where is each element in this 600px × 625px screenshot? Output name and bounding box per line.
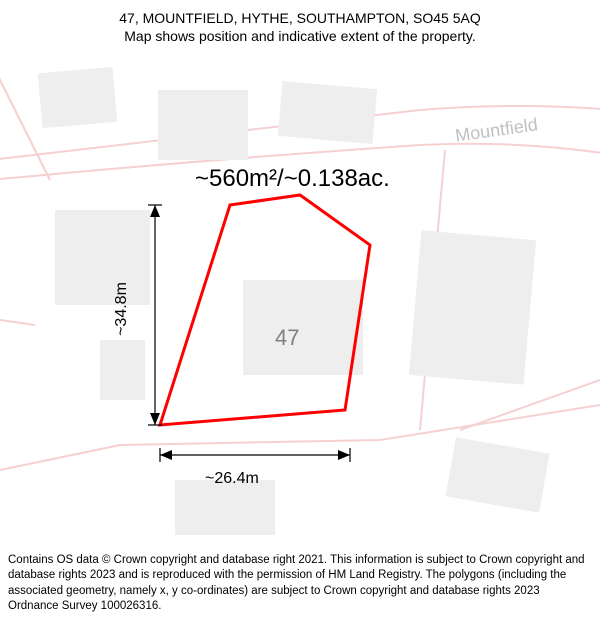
- horizontal-dimension-label: ~26.4m: [205, 470, 259, 488]
- building-footprint: [243, 280, 363, 375]
- header: 47, MOUNTFIELD, HYTHE, SOUTHAMPTON, SO45…: [0, 0, 600, 44]
- map-area: ~560m²/~0.138ac. Mountfield 47 ~34.8m ~2…: [0, 50, 600, 540]
- vertical-dimension-line: [148, 205, 162, 425]
- address-title: 47, MOUNTFIELD, HYTHE, SOUTHAMPTON, SO45…: [0, 10, 600, 26]
- building-footprint: [38, 67, 118, 128]
- building-footprint: [409, 230, 536, 384]
- building-footprint: [175, 480, 275, 535]
- building-footprint: [446, 437, 550, 513]
- house-number-label: 47: [275, 325, 299, 351]
- building-footprint: [100, 340, 145, 400]
- map-subtitle: Map shows position and indicative extent…: [0, 28, 600, 44]
- copyright-footer: Contains OS data © Crown copyright and d…: [8, 553, 592, 615]
- building-footprint: [55, 210, 150, 305]
- road-line: [460, 380, 600, 430]
- area-label: ~560m²/~0.138ac.: [195, 165, 390, 193]
- vertical-dimension-label: ~34.8m: [113, 282, 131, 336]
- horizontal-dimension-line: [160, 448, 350, 462]
- building-footprint: [158, 90, 248, 160]
- road-line: [0, 320, 35, 325]
- building-footprint: [278, 81, 377, 144]
